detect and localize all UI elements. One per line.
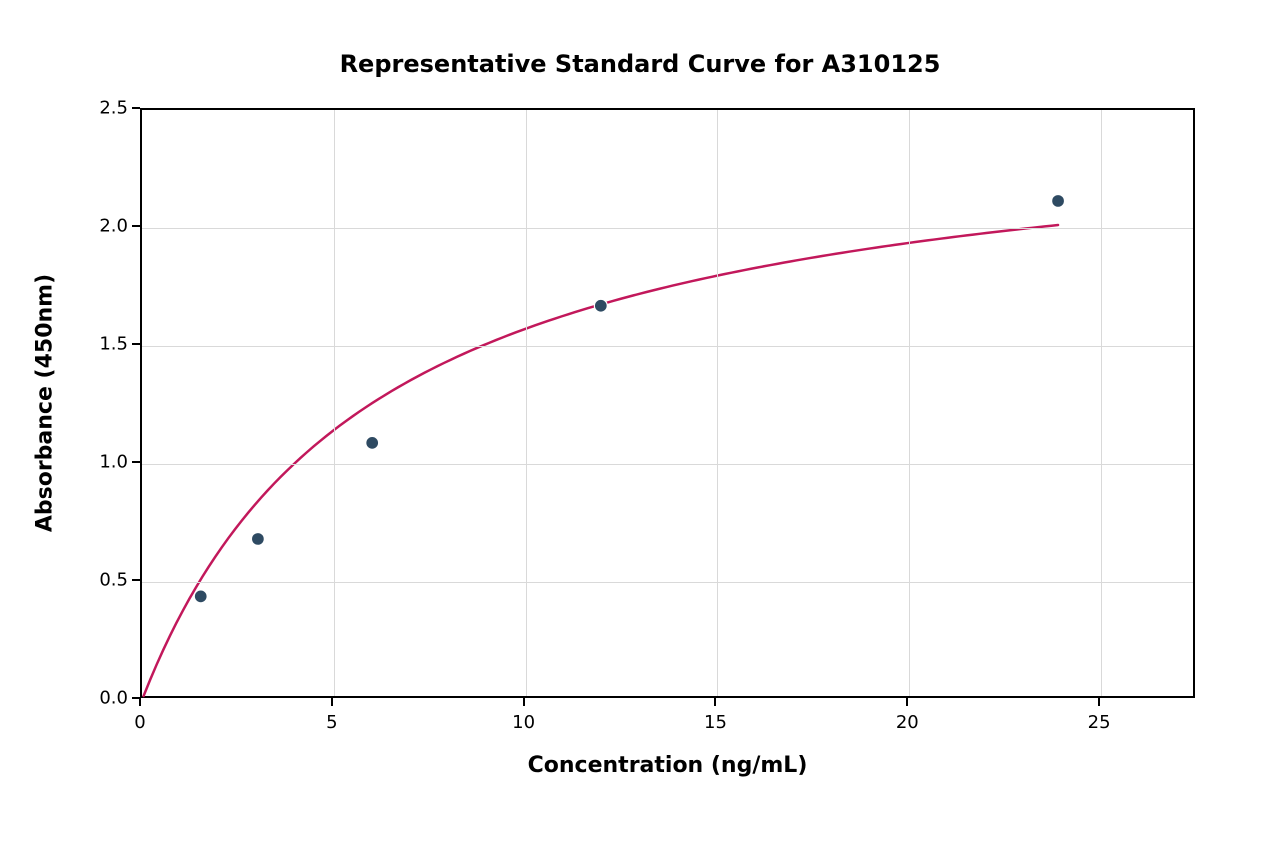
x-tick-mark: [331, 698, 333, 706]
chart-title: Representative Standard Curve for A31012…: [0, 50, 1280, 78]
y-tick-mark: [132, 461, 140, 463]
x-tick-label: 5: [326, 712, 337, 733]
grid-line-horizontal: [142, 346, 1193, 347]
y-tick-label: 2.0: [90, 216, 128, 237]
x-tick-label: 15: [704, 712, 727, 733]
grid-line-horizontal: [142, 228, 1193, 229]
y-tick-mark: [132, 579, 140, 581]
data-point: [194, 590, 207, 603]
data-point: [251, 532, 264, 545]
grid-line-vertical: [526, 110, 527, 696]
data-point: [1052, 194, 1065, 207]
x-axis-label: Concentration (ng/mL): [528, 753, 808, 778]
y-tick-mark: [132, 225, 140, 227]
y-tick-mark: [132, 343, 140, 345]
fit-curve: [144, 225, 1058, 696]
x-tick-label: 0: [134, 712, 145, 733]
grid-line-vertical: [334, 110, 335, 696]
data-point: [594, 299, 607, 312]
figure: Representative Standard Curve for A31012…: [0, 0, 1280, 845]
x-tick-mark: [139, 698, 141, 706]
grid-line-vertical: [1101, 110, 1102, 696]
x-tick-mark: [1098, 698, 1100, 706]
x-tick-mark: [523, 698, 525, 706]
y-tick-label: 0.5: [90, 570, 128, 591]
grid-line-horizontal: [142, 582, 1193, 583]
y-tick-label: 1.0: [90, 452, 128, 473]
y-tick-mark: [132, 107, 140, 109]
x-tick-mark: [714, 698, 716, 706]
grid-line-vertical: [909, 110, 910, 696]
grid-line-horizontal: [142, 464, 1193, 465]
y-tick-label: 1.5: [90, 334, 128, 355]
plot-area: [140, 108, 1195, 698]
y-axis-label: Absorbance (450nm): [33, 274, 58, 532]
y-tick-mark: [132, 697, 140, 699]
x-tick-label: 25: [1088, 712, 1111, 733]
grid-line-vertical: [717, 110, 718, 696]
data-point: [366, 436, 379, 449]
y-tick-label: 2.5: [90, 98, 128, 119]
chart-svg-layer: [142, 110, 1193, 696]
y-tick-label: 0.0: [90, 688, 128, 709]
x-tick-label: 10: [512, 712, 535, 733]
x-tick-label: 20: [896, 712, 919, 733]
x-tick-mark: [906, 698, 908, 706]
